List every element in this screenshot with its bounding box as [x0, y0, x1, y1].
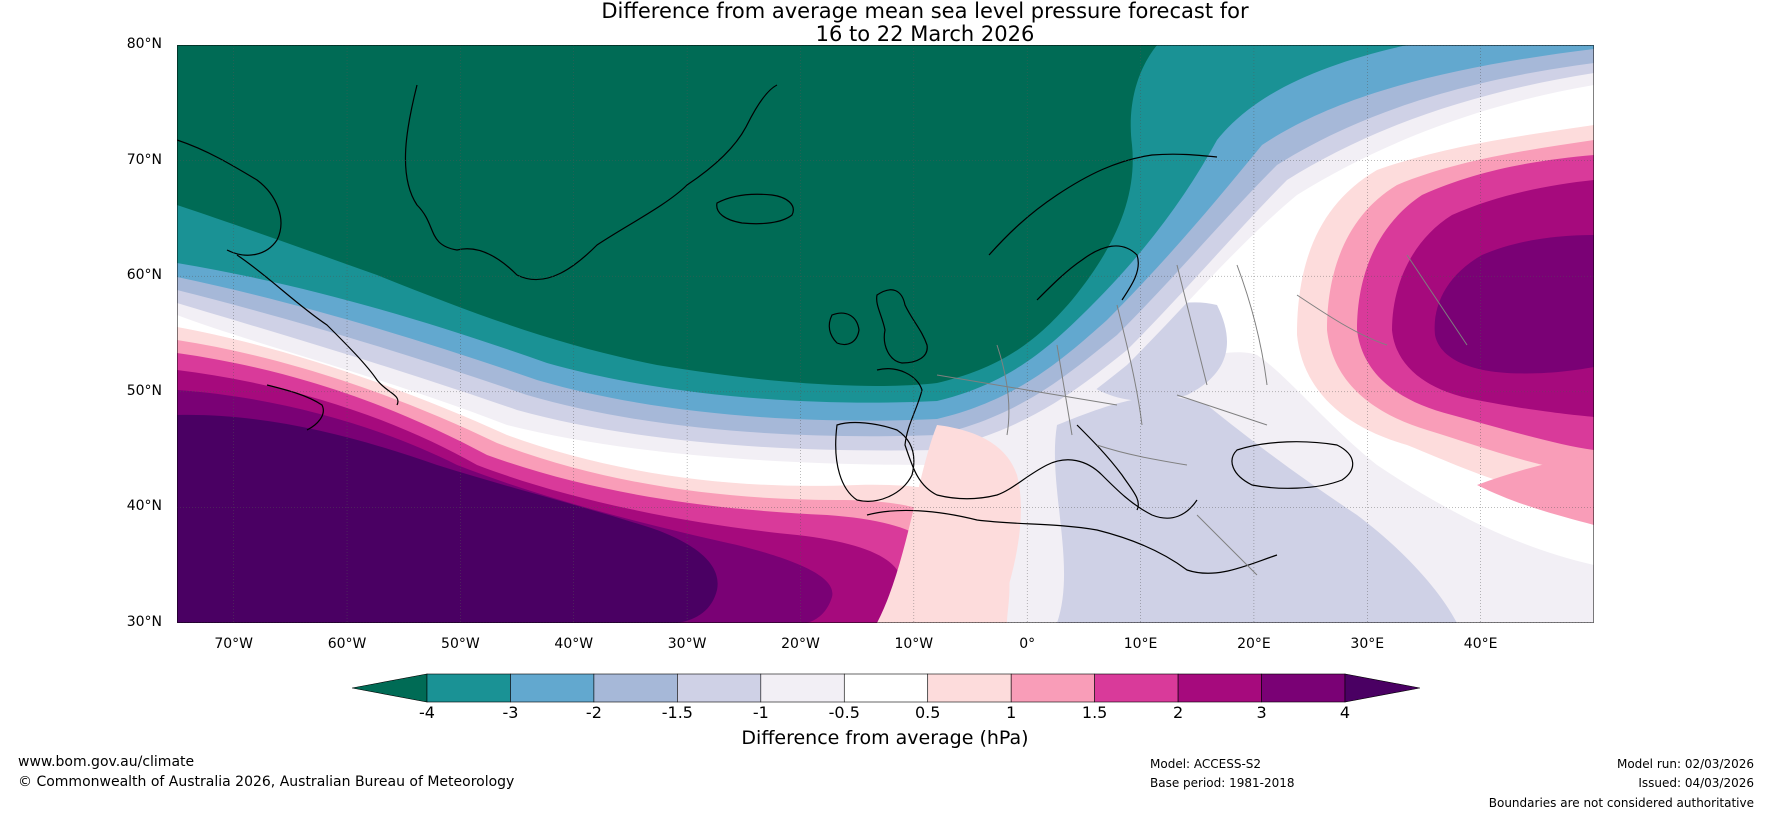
colorbar-tick-label: -1	[752, 703, 769, 722]
coast-north-africa	[866, 509, 1278, 574]
colorbar-tick-label: 1	[1006, 703, 1017, 722]
lon-label: 40°E	[1463, 636, 1498, 652]
colorbar-tick-label: -4	[419, 703, 435, 722]
lon-label: 70°W	[214, 636, 253, 652]
lon-label: 60°W	[327, 636, 367, 652]
pressure-anomaly-map	[177, 45, 1594, 623]
colorbar-bin	[1177, 673, 1262, 703]
colorbar	[352, 673, 1420, 703]
band-turkey-plus15	[1477, 455, 1594, 525]
footer-issued: Issued: 04/03/2026	[1638, 776, 1754, 790]
coast-black-sea	[1231, 441, 1354, 489]
colorbar-bin	[843, 673, 929, 703]
colorbar-bin	[677, 673, 762, 703]
band-med-minus15	[1054, 396, 1457, 623]
footer-disclaimer: Boundaries are not considered authoritat…	[1488, 796, 1754, 810]
colorbar-bin	[760, 673, 845, 703]
lat-label: 40°N	[126, 498, 162, 515]
colorbar-tick-label: 2	[1172, 703, 1184, 722]
coast-sweden-finland	[1036, 245, 1139, 301]
colorbar-tick-label: -0.5	[828, 703, 860, 722]
coast-nova-scotia	[266, 384, 324, 431]
colorbar-extend-low	[352, 673, 428, 703]
colorbar-tick-label: -1.5	[661, 703, 693, 722]
lon-label: 20°E	[1237, 636, 1271, 652]
colorbar-bin	[593, 673, 678, 703]
band-iberia-plus05	[877, 425, 1021, 623]
lon-label: 10°E	[1123, 636, 1158, 652]
lat-label: 30°N	[126, 614, 162, 630]
colorbar-label: Difference from average (hPa)	[741, 727, 1029, 749]
colorbar-tick-label: 1.5	[1081, 703, 1108, 722]
graticule	[177, 45, 1594, 623]
coast-ireland	[828, 312, 860, 346]
lat-label: 60°N	[126, 267, 162, 284]
country-borders	[936, 254, 1468, 576]
colorbar-bin	[1261, 673, 1346, 703]
lon-label: 0°	[1019, 636, 1036, 652]
lon-label: 50°W	[441, 636, 480, 652]
band-plus4	[177, 414, 718, 623]
band-ru-plus3	[1434, 235, 1594, 374]
footer-model: Model: ACCESS-S2	[1150, 757, 1262, 771]
colorbar-bin	[1010, 673, 1095, 703]
colorbar-tick-label: 4	[1339, 703, 1351, 722]
coast-iceland	[716, 193, 794, 225]
colorbar-bin	[1094, 673, 1179, 703]
lon-label: 30°W	[667, 636, 707, 652]
band-minus4	[177, 45, 1157, 386]
coast-iberia	[835, 421, 915, 502]
footer-website: www.bom.gov.au/climate	[18, 754, 195, 770]
coast-italy	[1076, 424, 1139, 511]
lon-label: 20°W	[781, 636, 820, 652]
lon-label: 10°W	[894, 636, 934, 652]
coast-europe	[876, 368, 1198, 519]
colorbar-bin	[927, 673, 1012, 703]
footer-model-run: Model run: 02/03/2026	[1616, 757, 1754, 771]
chart-title: Difference from average mean sea level p…	[400, 0, 1450, 46]
lon-label: 30°E	[1350, 636, 1385, 652]
colorbar-bin	[510, 673, 595, 703]
colorbar-tick-label: -3	[502, 703, 519, 722]
lat-label: 50°N	[126, 382, 162, 399]
colorbar-extend-high	[1344, 673, 1420, 703]
coast-norway	[988, 153, 1218, 256]
footer-copyright: © Commonwealth of Australia 2026, Austra…	[18, 774, 515, 790]
colorbar-tick-label: 3	[1256, 703, 1267, 722]
title-line-1: Difference from average mean sea level p…	[601, 0, 1249, 23]
lon-label: 40°W	[554, 636, 594, 652]
lat-label: 80°N	[126, 36, 162, 52]
coast-greenland	[404, 84, 778, 281]
coast-britain	[876, 289, 928, 364]
footer-base-period: Base period: 1981-2018	[1150, 776, 1295, 790]
colorbar-tick-label: -2	[585, 703, 602, 722]
colorbar-bin	[426, 673, 511, 703]
title-line-2: 16 to 22 March 2026	[815, 22, 1035, 46]
lat-label: 70°N	[126, 151, 162, 168]
colorbar-tick-label: 0.5	[914, 703, 941, 722]
coast-baffin	[177, 139, 282, 256]
